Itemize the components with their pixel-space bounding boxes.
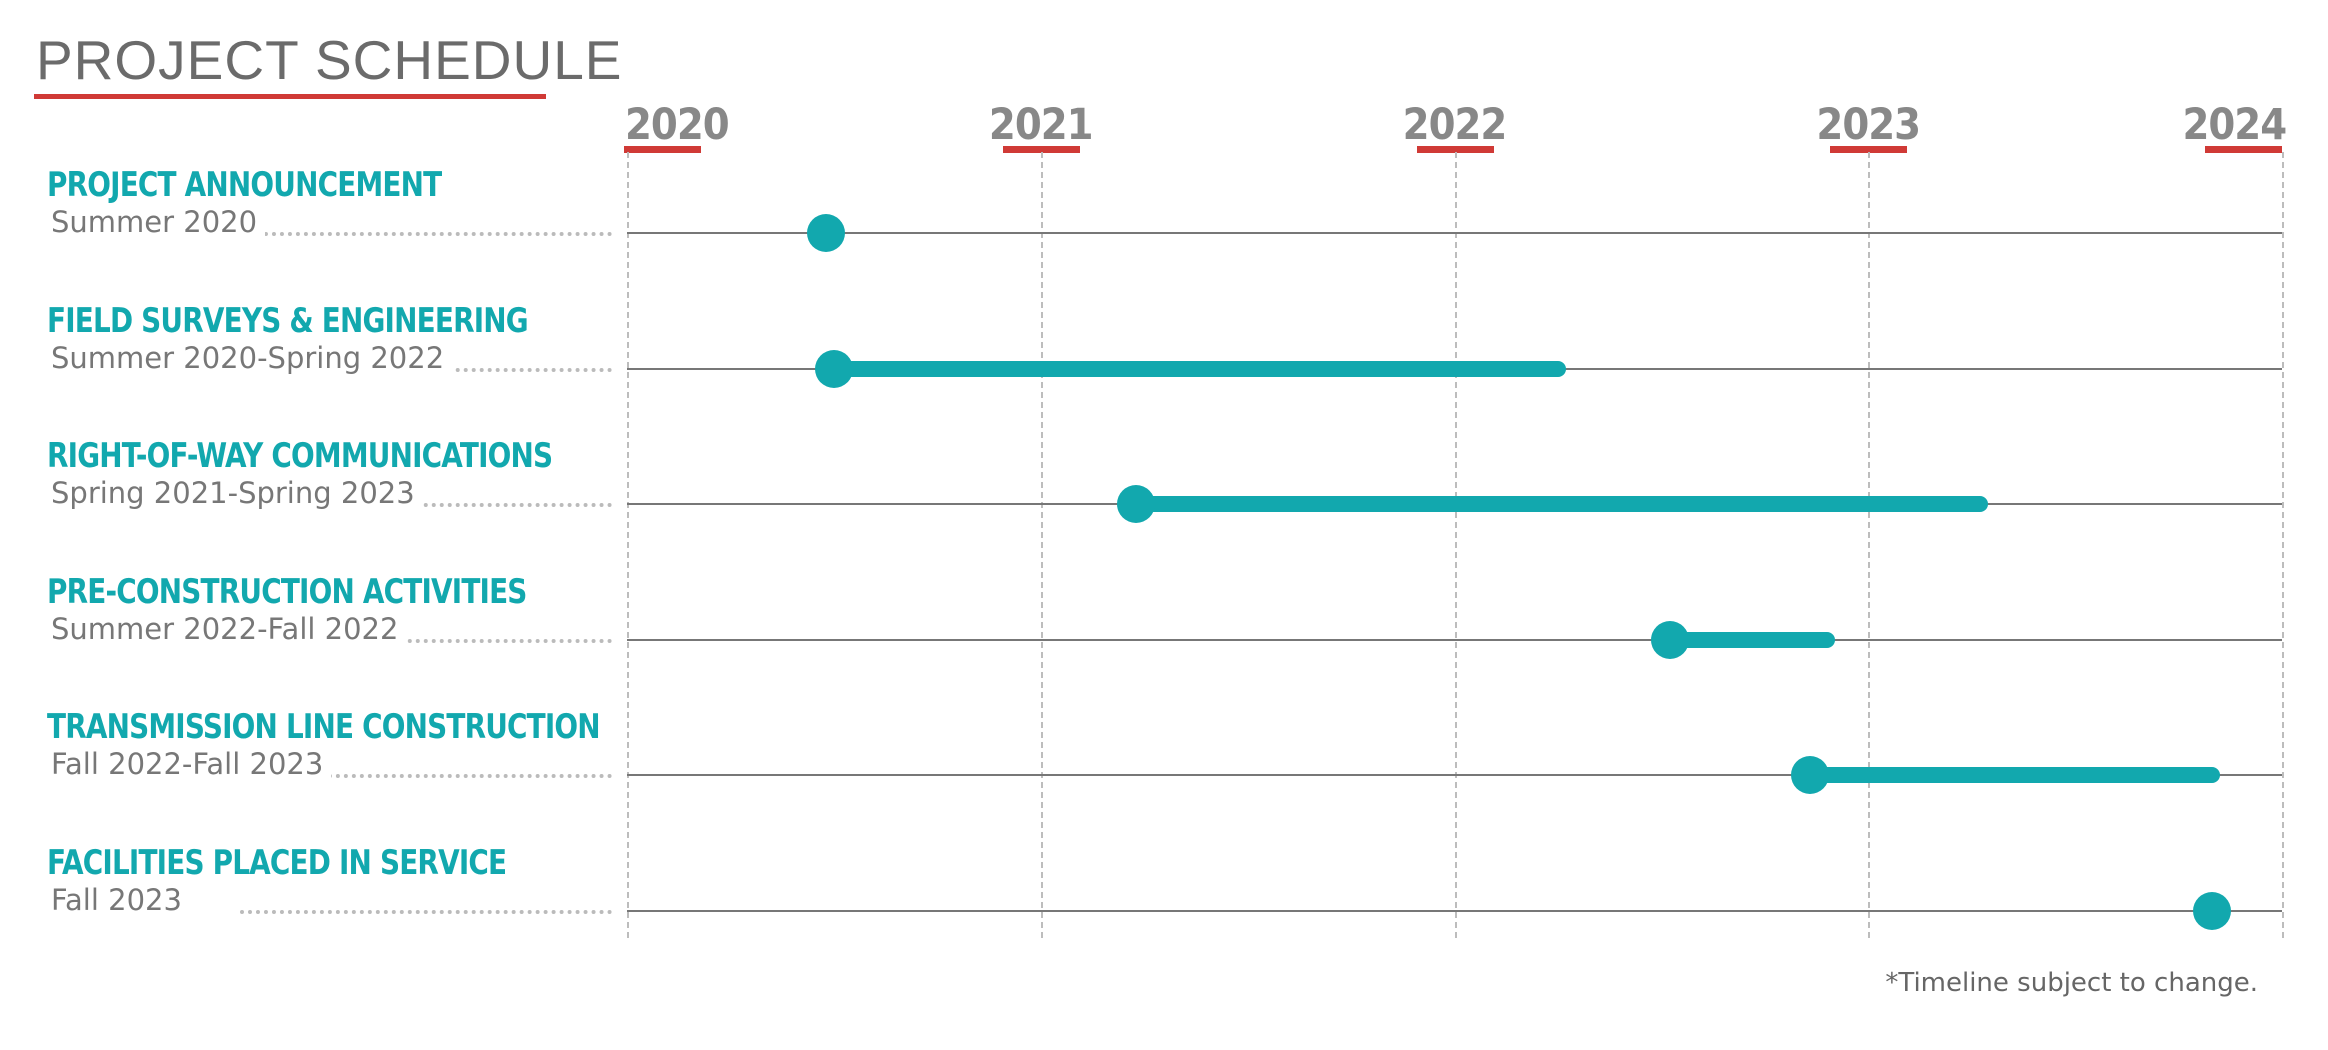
year-tick-label: 2021: [988, 100, 1094, 150]
year-gridline: [1868, 152, 1871, 938]
schedule-bar: [1135, 496, 1988, 512]
year-gridline: [1040, 152, 1043, 938]
start-dot: [814, 349, 853, 388]
row-axis-line: [627, 774, 2282, 776]
year-tick-label: 2020: [625, 100, 730, 150]
year-gridline: [1454, 152, 1457, 938]
year-tick-underline: [1416, 146, 1494, 153]
milestone-dot: [806, 214, 845, 252]
dotted-leader-line: [240, 774, 612, 778]
milestone-dot: [2192, 891, 2231, 930]
task-date-label: Fall 2022-Fall 2023: [51, 747, 332, 781]
task-date-label: Summer 2020: [51, 205, 266, 239]
task-name-label: TRANSMISSION LINE CONSTRUCTION: [47, 707, 601, 747]
task-date-label: Fall 2023: [51, 882, 190, 917]
schedule-bar: [1810, 767, 2220, 783]
task-date-label: Summer 2020-Spring 2022: [51, 340, 453, 375]
year-tick-underline: [1002, 146, 1080, 153]
task-name-label: FIELD SURVEYS & ENGINEERING: [47, 300, 529, 341]
title-underline: [34, 94, 546, 99]
year-tick-label: 2022: [1402, 100, 1508, 150]
task-name-label: RIGHT-OF-WAY COMMUNICATIONS: [47, 436, 553, 476]
task-name-label: PROJECT ANNOUNCEMENT: [47, 165, 442, 205]
year-tick-label: 2024: [2182, 100, 2287, 150]
dotted-leader-line: [240, 503, 612, 507]
page-title: PROJECT SCHEDULE: [36, 29, 623, 91]
year-gridline: [2282, 152, 2284, 938]
year-tick-label: 2023: [1816, 100, 1921, 150]
dotted-leader-line: [240, 909, 612, 914]
start-dot: [1116, 485, 1155, 523]
start-dot: [1791, 756, 1830, 794]
task-name-label: PRE-CONSTRUCTION ACTIVITIES: [47, 571, 527, 612]
year-tick-underline: [2205, 146, 2282, 153]
row-axis-line: [627, 232, 2282, 234]
task-date-label: Spring 2021-Spring 2023: [51, 476, 423, 510]
row-axis-line: [627, 909, 2282, 912]
task-name-label: FACILITIES PLACED IN SERVICE: [47, 842, 507, 883]
year-tick-underline: [624, 146, 701, 153]
task-date-label: Summer 2022-Fall 2022: [51, 611, 407, 646]
dotted-leader-line: [240, 232, 612, 236]
schedule-bar: [833, 360, 1566, 377]
schedule-bar: [1669, 631, 1835, 648]
footnote: *Timeline subject to change.: [1885, 968, 2258, 998]
row-axis-line: [627, 638, 2282, 641]
year-tick-underline: [1830, 146, 1908, 153]
year-gridline: [627, 152, 629, 938]
dotted-leader-line: [240, 638, 612, 643]
start-dot: [1650, 620, 1689, 659]
